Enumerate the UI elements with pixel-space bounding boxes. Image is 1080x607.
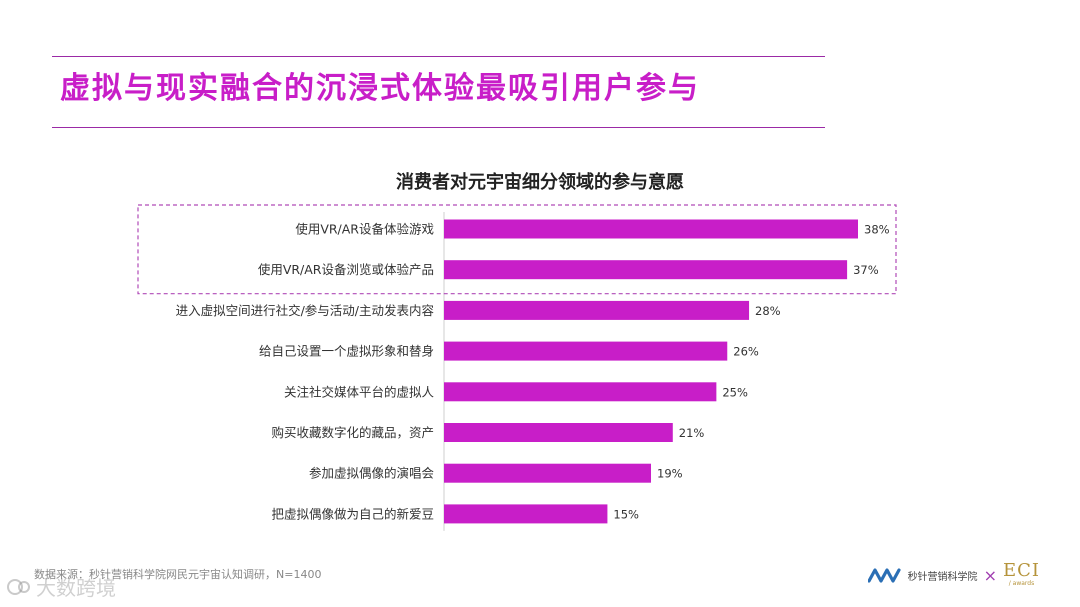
watermark: 大数跨境 [6, 572, 116, 601]
category-label: 进入虚拟空间进行社交/参与活动/主动发表内容 [176, 303, 434, 318]
category-label: 使用VR/AR设备体验游戏 [295, 222, 434, 237]
highlight-box [137, 204, 897, 295]
watermark-logo-icon [7, 578, 30, 595]
awards-logo-text: ECI [1002, 560, 1040, 581]
data-label: 26% [733, 345, 759, 359]
data-label: 15% [613, 507, 639, 521]
awards-logo: ECI / awards [1003, 562, 1040, 588]
page-title: 虚拟与现实融合的沉浸式体验最吸引用户参与 [60, 71, 700, 106]
awards-logo-subtext: / awards [1008, 580, 1035, 587]
data-source-note: 数据来源：秒针营销科学院网民元宇宙认知调研，N=1400 [34, 568, 322, 581]
chart-title: 消费者对元宇宙细分领域的参与意愿 [396, 172, 684, 193]
data-label: 19% [657, 467, 683, 481]
brand-separator: × [983, 565, 997, 585]
category-label: 把虚拟偶像做为自己的新爱豆 [271, 506, 434, 521]
watermark-text: 大数跨境 [36, 576, 116, 600]
data-label: 38% [864, 223, 890, 237]
category-label: 参加虚拟偶像的演唱会 [309, 466, 435, 481]
bar [444, 504, 608, 524]
data-label: 37% [853, 263, 879, 277]
title-bottom-rule [52, 127, 825, 128]
category-label: 购买收藏数字化的藏品，资产 [271, 425, 434, 440]
data-label: 21% [679, 426, 705, 440]
bar [444, 341, 728, 361]
bar [444, 463, 651, 483]
brand-logo-icon [867, 568, 901, 583]
category-label: 使用VR/AR设备浏览或体验产品 [258, 262, 434, 277]
bar [444, 260, 848, 280]
bar [444, 423, 673, 442]
brand-footer: 秒针营销科学院 × ECI / awards [867, 562, 1040, 588]
category-label: 给自己设置一个虚拟形象和替身 [259, 344, 434, 359]
data-label: 25% [722, 385, 748, 399]
category-label: 关注社交媒体平台的虚拟人 [284, 384, 435, 399]
bar [444, 300, 750, 320]
brand-name: 秒针营销科学院 [907, 571, 978, 583]
bar [444, 382, 717, 402]
data-label: 28% [755, 304, 781, 318]
bar [444, 219, 858, 239]
title-top-rule [52, 56, 825, 57]
